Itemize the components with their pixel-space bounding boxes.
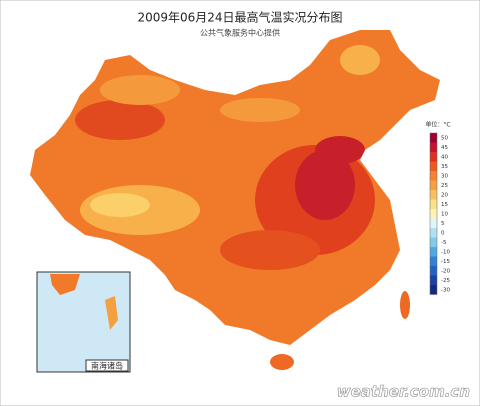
legend-swatch — [430, 247, 437, 257]
legend-tick-label: -15 — [441, 259, 450, 265]
legend-tick-label: -10 — [441, 249, 450, 255]
legend-tick-label: 0 — [441, 230, 445, 236]
inset-label: 南海诸岛 — [91, 361, 123, 371]
legend-tick-label: -20 — [441, 268, 450, 274]
legend-border — [429, 132, 438, 295]
map-subtitle: 公共气象服务中心提供 — [200, 28, 280, 38]
legend-swatch — [430, 142, 437, 152]
legend-tick-label: 15 — [441, 202, 448, 208]
legend-tick-label: 5 — [441, 221, 445, 227]
legend-swatch — [430, 228, 437, 238]
legend-unit: 单位：°C — [425, 121, 450, 129]
watermark: weather.com.cn — [337, 383, 470, 401]
legend-swatch — [430, 171, 437, 181]
legend-swatch — [430, 199, 437, 209]
legend-swatch — [430, 275, 437, 285]
legend-swatch — [430, 161, 437, 171]
legend-tick-label: 40 — [441, 154, 448, 160]
legend-swatch — [430, 266, 437, 276]
legend: 单位：°C 50454035302520151050-5-10-15-20-25… — [425, 121, 451, 295]
legend-swatch — [430, 190, 437, 200]
legend-tick-label: 45 — [441, 145, 448, 151]
legend-swatch — [430, 180, 437, 190]
legend-swatch — [430, 209, 437, 219]
legend-swatch — [430, 237, 437, 247]
taiwan — [400, 291, 410, 319]
legend-tick-label: 30 — [441, 173, 448, 179]
legend-tick-label: -25 — [441, 278, 450, 284]
inset-label-box — [85, 359, 129, 372]
inset-land — [105, 296, 118, 330]
legend-tick-label: -5 — [441, 240, 447, 246]
legend-tick-label: 50 — [441, 135, 448, 141]
legend-tick-label: 10 — [441, 211, 448, 217]
legend-swatch — [430, 218, 437, 228]
inset-land — [50, 274, 80, 295]
hainan — [270, 354, 294, 370]
legend-tick-label: 20 — [441, 192, 448, 198]
legend-swatch — [430, 256, 437, 266]
legend-swatch — [430, 133, 437, 143]
inset: 南海诸岛 — [36, 271, 131, 373]
legend-tick-label: -30 — [441, 287, 450, 293]
legend-tick-label: 35 — [441, 164, 448, 170]
map-title: 2009年06月24日最高气温实况分布图 — [137, 10, 342, 25]
legend-swatch — [430, 152, 437, 162]
legend-swatch — [430, 285, 437, 295]
legend-tick-label: 25 — [441, 183, 448, 189]
